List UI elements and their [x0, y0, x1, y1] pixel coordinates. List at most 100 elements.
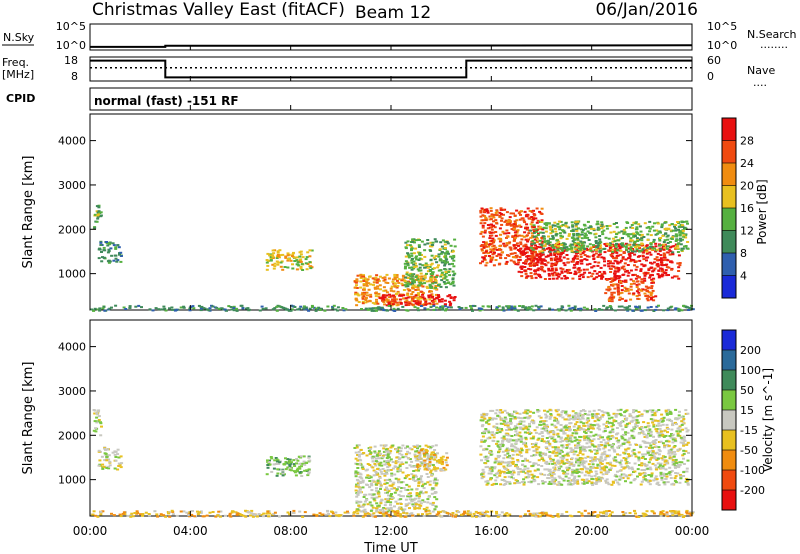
heatmap-cell [422, 452, 426, 455]
heatmap-cell [421, 450, 425, 453]
heatmap-cell [553, 227, 557, 230]
heatmap-cell [432, 479, 436, 482]
heatmap-cell [545, 247, 549, 250]
heatmap-cell [534, 449, 538, 452]
heatmap-cell [393, 298, 396, 301]
heatmap-cell [396, 467, 400, 470]
heatmap-cell [567, 261, 570, 264]
heatmap-cell [632, 427, 636, 430]
heatmap-cell [603, 247, 607, 250]
heatmap-cell [443, 240, 447, 243]
heatmap-cell [444, 261, 448, 264]
heatmap-cell [376, 479, 380, 482]
heatmap-cell [567, 427, 571, 430]
heatmap-cell [430, 254, 434, 257]
heatmap-cell [551, 235, 555, 238]
heatmap-cell [449, 302, 453, 305]
heatmap-cell [358, 463, 362, 466]
heatmap-cell [413, 455, 417, 458]
heatmap-cell [434, 285, 438, 287]
heatmap-cell [247, 309, 251, 312]
heatmap-cell [418, 454, 422, 457]
heatmap-cell [406, 285, 410, 288]
heatmap-cell [118, 253, 121, 256]
heatmap-cell [393, 282, 397, 285]
heatmap-cell [640, 249, 644, 252]
heatmap-cell [667, 248, 671, 251]
heatmap-cell [622, 228, 626, 231]
heatmap-cell [530, 455, 534, 457]
heatmap-cell [557, 226, 561, 228]
heatmap-cell [354, 451, 358, 454]
heatmap-cell [362, 288, 366, 291]
heatmap-cell [511, 235, 515, 238]
heatmap-cell [110, 254, 114, 257]
heatmap-cell [411, 278, 415, 281]
heatmap-cell [634, 409, 638, 412]
heatmap-cell [674, 229, 678, 232]
heatmap-cell [375, 454, 379, 457]
heatmap-cell [279, 261, 283, 264]
heatmap-cell [663, 444, 667, 447]
heatmap-cell [106, 448, 110, 451]
heatmap-cell [609, 467, 613, 470]
heatmap-cell [397, 446, 401, 449]
heatmap-cell [613, 240, 617, 243]
heatmap-cell [405, 271, 409, 274]
heatmap-cell [362, 284, 366, 287]
heatmap-cell [386, 491, 389, 494]
heatmap-cell [422, 508, 426, 510]
heatmap-cell [509, 417, 513, 420]
heatmap-cell [629, 239, 633, 242]
heatmap-cell [417, 469, 420, 472]
heatmap-cell [553, 462, 557, 465]
heatmap-cell [418, 279, 421, 282]
heatmap-cell [529, 249, 533, 252]
heatmap-cell [576, 220, 580, 223]
heatmap-cell [661, 442, 665, 445]
heatmap-cell [429, 249, 433, 252]
heatmap-cell [398, 507, 402, 510]
heatmap-cell [102, 305, 106, 308]
heatmap-cell [443, 243, 447, 246]
heatmap-cell [564, 475, 568, 478]
heatmap-cell [162, 305, 166, 308]
heatmap-cell [532, 226, 536, 229]
heatmap-cell [677, 242, 681, 245]
heatmap-cell [541, 253, 545, 256]
heatmap-cell [515, 438, 519, 441]
heatmap-cell [448, 300, 452, 303]
heatmap-cell [364, 278, 368, 281]
heatmap-cell [509, 428, 513, 431]
heatmap-cell [379, 444, 383, 447]
heatmap-cell [551, 458, 555, 461]
heatmap-cell [371, 457, 374, 460]
heatmap-cell [414, 294, 418, 297]
heatmap-cell [416, 459, 420, 462]
heatmap-cell [512, 212, 515, 215]
heatmap-cell [656, 248, 660, 251]
heatmap-cell [370, 504, 374, 507]
heatmap-cell [617, 268, 621, 271]
heatmap-cell [598, 235, 602, 237]
heatmap-cell [398, 293, 402, 296]
heatmap-cell [305, 268, 309, 271]
heatmap-cell [369, 293, 373, 296]
heatmap-cell [423, 482, 427, 485]
heatmap-cell [490, 258, 494, 261]
heatmap-cell [562, 247, 566, 250]
heatmap-cell [600, 410, 604, 413]
heatmap-cell [445, 452, 449, 455]
heatmap-cell [502, 309, 506, 312]
heatmap-cell [559, 220, 563, 223]
heatmap-cell [100, 425, 103, 428]
heatmap-cell [99, 211, 103, 214]
heatmap-cell [385, 457, 389, 459]
heatmap-cell [650, 454, 654, 457]
heatmap-cell [610, 416, 614, 419]
heatmap-cell [501, 306, 505, 309]
heatmap-cell [665, 247, 669, 250]
heatmap-cell [413, 453, 417, 456]
heatmap-cell [550, 262, 554, 265]
heatmap-cell [637, 276, 641, 279]
